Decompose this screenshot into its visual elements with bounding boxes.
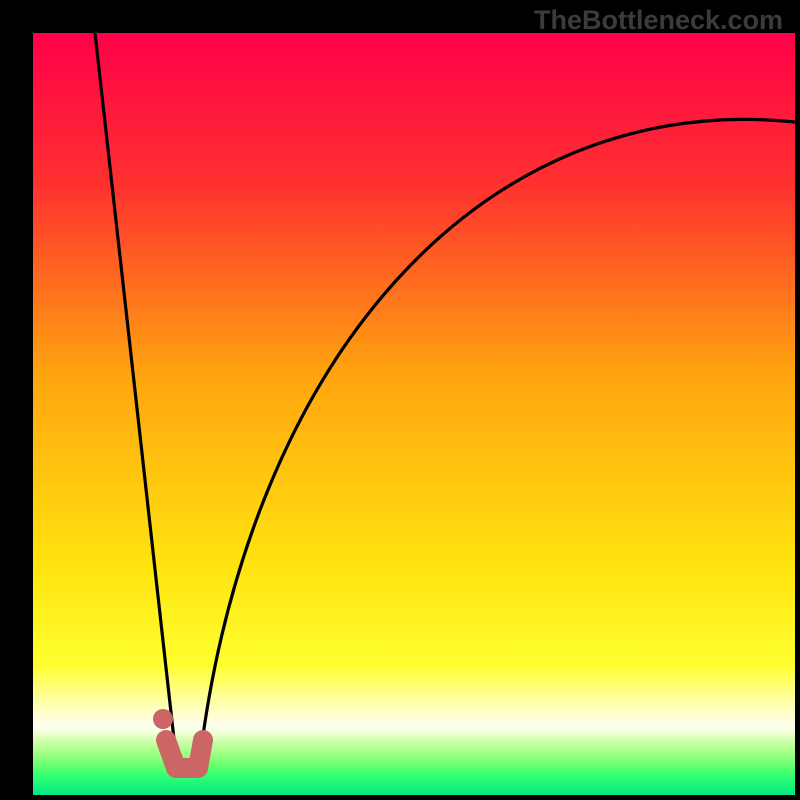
plot-area [33,33,795,795]
chart-canvas [0,0,800,800]
watermark-text: TheBottleneck.com [534,5,783,36]
bottleneck-chart: TheBottleneck.com [0,0,800,800]
result-marker-dot [153,709,173,729]
